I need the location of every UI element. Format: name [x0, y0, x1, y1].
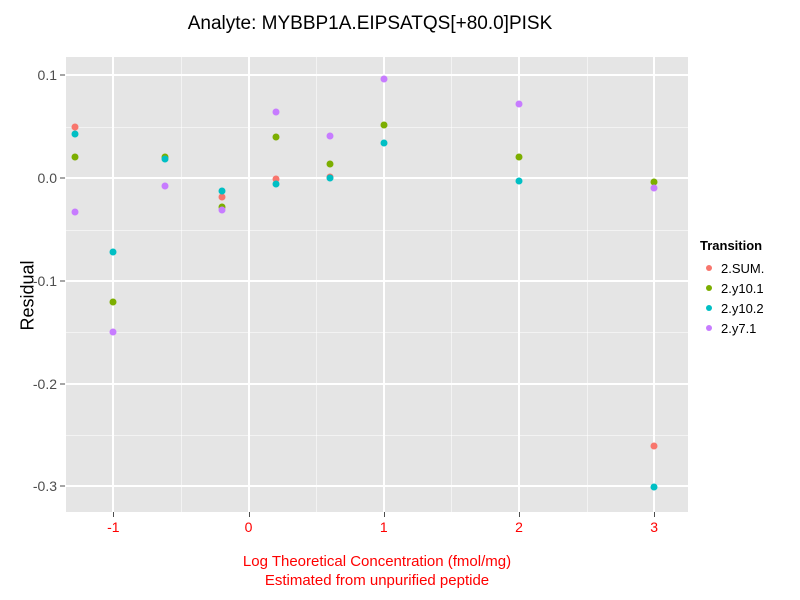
data-point: [272, 180, 280, 188]
data-point: [272, 108, 280, 116]
y-axis-tick-mark: [60, 485, 65, 487]
data-point: [71, 208, 79, 216]
data-point: [272, 175, 280, 183]
gridline-minor-horizontal: [66, 126, 688, 128]
x-axis-tick-mark: [248, 512, 250, 517]
data-point: [515, 153, 523, 161]
data-point: [326, 160, 334, 168]
legend-item[interactable]: 2.y10.1: [700, 278, 764, 298]
legend-item-label: 2.y10.2: [721, 300, 764, 316]
data-point: [650, 184, 658, 192]
data-point: [218, 193, 225, 201]
gridline-minor-horizontal: [66, 332, 688, 334]
legend-key: [700, 259, 718, 277]
legend-swatch-icon: [706, 285, 712, 291]
data-point: [380, 121, 388, 129]
gridline-major-vertical: [653, 57, 656, 512]
y-axis-tick-mark: [60, 177, 65, 179]
data-point: [71, 123, 79, 131]
data-point: [650, 483, 658, 491]
legend-item-label: 2.SUM.: [721, 260, 765, 276]
y-axis-tick-label: 0.0: [37, 170, 57, 187]
x-axis-title: Log Theoretical Concentration (fmol/mg) …: [66, 552, 688, 590]
x-axis-title-line2: Estimated from unpurified peptide: [264, 572, 490, 589]
x-axis-tick-mark: [518, 512, 520, 517]
data-point: [218, 187, 225, 195]
y-axis-tick-label: 0.1: [37, 67, 57, 84]
y-axis-tick-mark: [60, 280, 65, 282]
legend-item[interactable]: 2.y7.1: [700, 318, 764, 338]
x-axis-tick-label: 0: [244, 519, 253, 535]
legend-title: Transition: [700, 238, 763, 253]
data-point: [109, 248, 117, 256]
x-axis-tick-mark: [383, 512, 385, 517]
x-axis-tick-label: 1: [379, 519, 388, 535]
legend-item-label: 2.y10.1: [721, 280, 764, 296]
legend-swatch-icon: [706, 325, 712, 331]
x-axis-tick-label: 2: [515, 519, 523, 535]
gridline-major-horizontal: [66, 485, 688, 488]
legend-item-label: 2.y7.1: [721, 320, 757, 336]
data-point: [326, 132, 334, 140]
legend-swatch-icon: [706, 265, 712, 271]
data-point: [515, 177, 523, 185]
data-point: [109, 298, 117, 306]
gridline-minor-vertical: [180, 57, 182, 512]
gridline-major-vertical: [517, 57, 520, 512]
x-axis-title-line1: Log Theoretical Concentration (fmol/mg): [242, 553, 512, 570]
data-point: [161, 155, 169, 163]
y-axis-title: Residual: [17, 260, 38, 331]
data-point: [272, 133, 280, 141]
gridline-major-horizontal: [66, 382, 688, 385]
data-point: [380, 139, 388, 147]
gridline-minor-horizontal: [66, 434, 688, 436]
data-point: [650, 178, 658, 186]
legend-key: [700, 299, 718, 317]
plot-panel: [66, 57, 688, 512]
data-point: [218, 206, 225, 214]
x-axis-tick-label: 3: [650, 519, 659, 535]
gridline-minor-vertical: [316, 57, 318, 512]
legend-key: [700, 319, 718, 337]
legend-item[interactable]: 2.SUM.: [700, 258, 764, 278]
data-point: [380, 75, 388, 83]
gridline-major-horizontal: [66, 74, 688, 77]
y-axis-tick-label: -0.1: [32, 272, 57, 289]
gridline-minor-vertical: [451, 57, 453, 512]
data-point: [71, 130, 79, 138]
legend-swatch-icon: [706, 305, 712, 311]
x-axis-tick-label: -1: [107, 519, 120, 535]
gridline-minor-horizontal: [66, 229, 688, 231]
data-point: [326, 174, 334, 182]
legend-items: 2.SUM. 2.y10.1 2.y10.2 2.y7.1: [700, 258, 764, 338]
y-axis-tick-label: -0.3: [32, 478, 57, 495]
gridline-major-horizontal: [66, 279, 688, 282]
y-axis-tick-mark: [60, 383, 65, 385]
y-axis-tick-mark: [60, 74, 65, 76]
data-point: [650, 442, 658, 450]
data-point: [515, 100, 523, 108]
x-axis-tick-mark: [654, 512, 656, 517]
legend-key: [700, 279, 718, 297]
y-axis-tick-label: -0.2: [32, 375, 57, 392]
gridline-major-horizontal: [66, 177, 688, 180]
data-point: [109, 328, 117, 336]
data-point: [161, 182, 169, 190]
legend: Transition 2.SUM. 2.y10.1 2.y10.2 2.y7.1: [700, 238, 764, 338]
gridline-minor-vertical: [586, 57, 588, 512]
data-point: [71, 153, 79, 161]
legend-item[interactable]: 2.y10.2: [700, 298, 764, 318]
gridline-major-vertical: [112, 57, 115, 512]
gridline-major-vertical: [247, 57, 250, 512]
gridline-major-vertical: [382, 57, 385, 512]
page-title: Analyte: MYBBP1A.EIPSATQS[+80.0]PISK: [187, 13, 553, 34]
x-axis-tick-mark: [113, 512, 115, 517]
